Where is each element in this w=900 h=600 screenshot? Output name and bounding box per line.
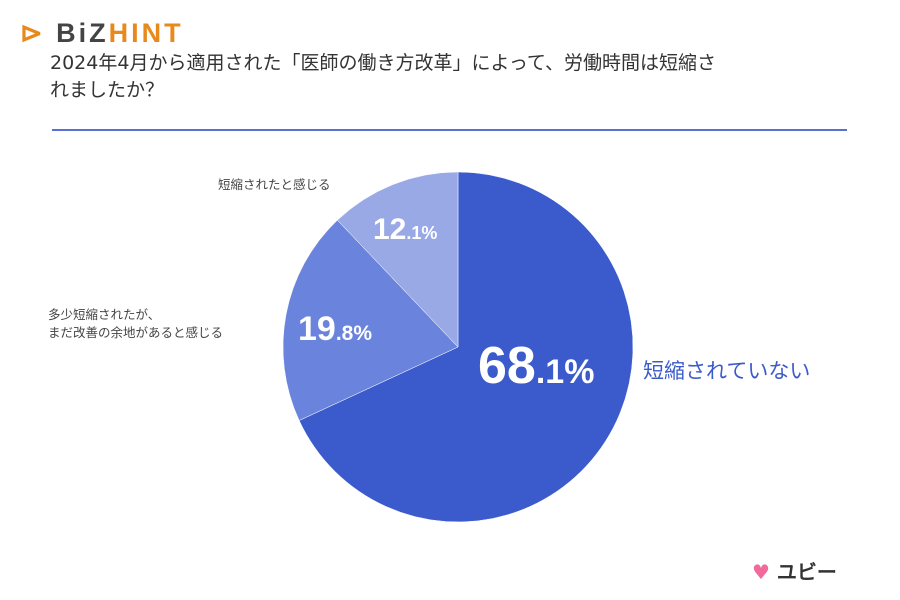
value-main: 19 [298,310,336,348]
footer-logo-text: ユビー [776,560,837,584]
value-label-1: 68.1% [478,336,594,396]
chart-title: 2024年4月から適用された「医師の働き方改革」によって、労働時間は短縮されまし… [50,52,716,101]
heart-icon: ♥ [752,560,770,584]
pie-slice-1 [298,171,634,523]
bizhint-logo: ⊳ BiZHINT [20,18,184,48]
value-main: 68 [478,337,536,395]
divider [52,129,847,131]
value-main: 12 [373,213,407,246]
value-dec: .8% [335,322,373,345]
label-line: 多少短縮されたが、 [48,307,161,322]
logo-text-2: HINT [108,18,184,48]
value-label-3: 12.1% [373,213,437,247]
value-dec: .1% [535,353,595,391]
value-label-2: 19.8% [298,310,372,349]
label-line: まだ改善の余地があると感じる [48,325,224,340]
value-dec: .1% [406,223,438,243]
label-slice-2: 多少短縮されたが、まだ改善の余地があると感じる [48,306,223,342]
pie-slice-3 [337,171,459,348]
label-slice-1: 短縮されていない [643,359,811,383]
pie-slice-2 [282,219,459,421]
ubie-logo: ♥ ユビー [752,556,837,585]
logo-text-1: BiZ [56,18,109,48]
label-slice-3: 短縮されたと感じる [218,177,331,192]
